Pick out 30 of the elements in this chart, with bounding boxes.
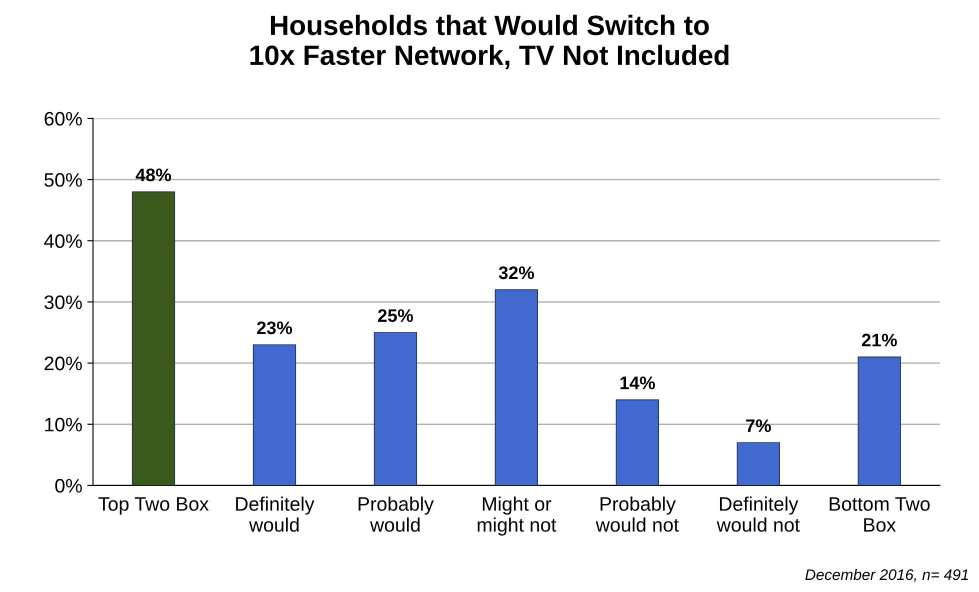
x-tick-label: Might or might not	[478, 496, 556, 536]
data-label: 48%	[136, 168, 172, 182]
x-tick-label: Probably would	[358, 496, 434, 532]
chart-title: Households that Would Switch to 10x Faster Network, TV Not Included	[250, 14, 728, 70]
bar	[494, 289, 538, 486]
x-tick-label: Top Two Box	[98, 497, 209, 515]
data-label: 32%	[498, 266, 534, 280]
x-tick-label: Bottom Two Box	[830, 497, 930, 532]
x-tick-label: Definitely would	[236, 496, 314, 532]
bar	[616, 399, 659, 486]
y-tick-label: 50%	[44, 173, 82, 187]
y-tick-label: 60%	[44, 112, 82, 126]
y-tick-label: 20%	[44, 356, 82, 370]
data-label: 14%	[620, 376, 655, 390]
data-label: 7%	[746, 419, 771, 432]
bar	[858, 356, 901, 486]
data-label: 23%	[257, 321, 292, 334]
y-tick-label: 10%	[45, 418, 82, 432]
bar	[736, 442, 780, 486]
y-tick-label: 40%	[44, 234, 82, 248]
bar	[374, 332, 418, 486]
x-tick-label: Definitely would not	[716, 496, 800, 532]
data-label: 21%	[862, 334, 897, 346]
text: December 2016, n= 491	[805, 568, 968, 582]
x-tick-label: Probably would not	[596, 496, 679, 532]
bar	[252, 344, 296, 486]
y-tick-label: 30%	[44, 295, 82, 310]
data-label: 25%	[378, 309, 414, 322]
y-tick-label: 0%	[55, 478, 82, 493]
bar	[132, 191, 176, 486]
